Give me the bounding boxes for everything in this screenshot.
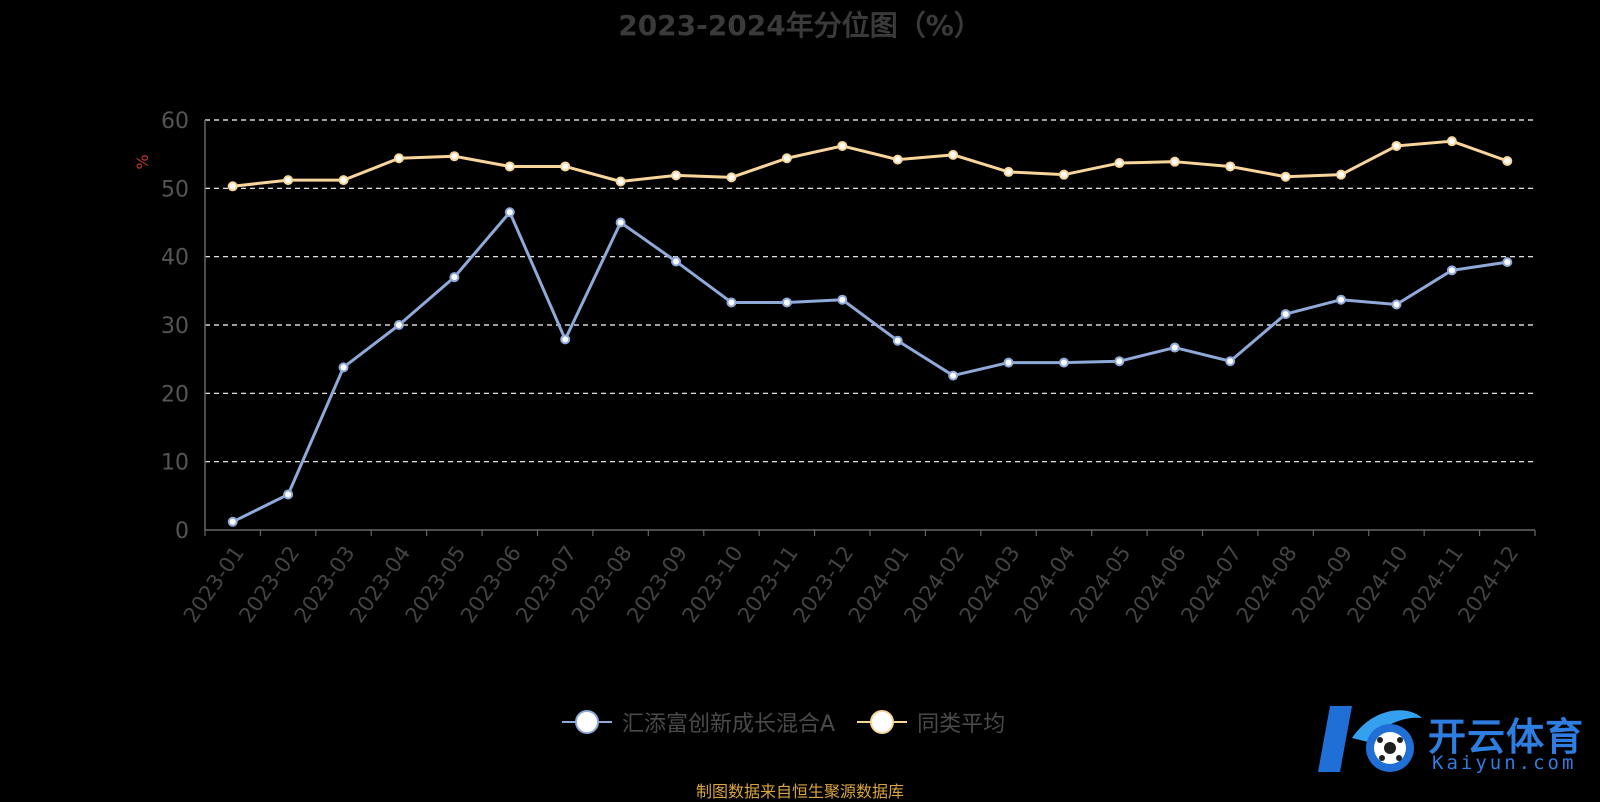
y-tick-label: 0 bbox=[175, 519, 189, 544]
series-1-point bbox=[726, 172, 737, 183]
series-0-point bbox=[1169, 342, 1180, 353]
series-0-point bbox=[393, 320, 404, 330]
series-1-point bbox=[338, 175, 349, 186]
series-0-point bbox=[1225, 356, 1236, 367]
series-0-point bbox=[338, 362, 349, 373]
series-1-point bbox=[1391, 140, 1402, 151]
series-0-point bbox=[1446, 265, 1457, 276]
series-0-point bbox=[560, 334, 571, 345]
series-line-0 bbox=[232, 210, 1508, 524]
series-1-point bbox=[671, 170, 682, 181]
series-0-point bbox=[1003, 357, 1014, 368]
series-1-point bbox=[1280, 171, 1291, 182]
series-1-point bbox=[948, 149, 959, 160]
series-1-point bbox=[560, 161, 571, 172]
watermark-brand: 开云体育 bbox=[1428, 715, 1585, 759]
legend-swatch-average bbox=[857, 710, 908, 734]
series-1-point bbox=[837, 140, 848, 151]
series-1-point bbox=[504, 161, 515, 172]
source-note: 制图数据来自恒生聚源数据库 bbox=[695, 782, 904, 801]
series-1-point bbox=[1058, 169, 1069, 180]
series-line-1 bbox=[232, 139, 1508, 188]
series-0-point bbox=[615, 217, 626, 228]
series-0-point bbox=[948, 370, 959, 381]
series-1-point bbox=[283, 175, 294, 186]
y-tick-label: 10 bbox=[161, 451, 189, 476]
series-1-point bbox=[1225, 161, 1236, 172]
series-1-point bbox=[449, 151, 460, 162]
series-0-point bbox=[671, 256, 682, 267]
y-tick-label: 40 bbox=[161, 246, 189, 271]
series-0-point bbox=[449, 272, 460, 283]
legend-label-fund: 汇添富创新成长混合A bbox=[622, 712, 836, 737]
y-axis-label: % bbox=[133, 154, 152, 169]
watermark-domain: Kaiyun.com bbox=[1432, 752, 1577, 774]
series-0-point bbox=[1280, 309, 1291, 320]
series-1-point bbox=[1446, 136, 1457, 147]
series-0-point bbox=[837, 294, 848, 305]
series-0-point bbox=[1336, 294, 1347, 305]
watermark-logo-icon bbox=[1318, 706, 1422, 772]
series-1-point bbox=[1336, 169, 1347, 180]
legend: 汇添富创新成长混合A 同类平均 bbox=[562, 706, 1027, 738]
series-1-point bbox=[892, 154, 903, 165]
series-1-point bbox=[393, 153, 404, 164]
series-0-point bbox=[1114, 356, 1125, 367]
series-0-point bbox=[781, 297, 792, 308]
series-1-point bbox=[1169, 156, 1180, 167]
series-0-point bbox=[227, 516, 238, 527]
series-1-point bbox=[1502, 156, 1513, 166]
y-tick-label: 60 bbox=[161, 109, 189, 134]
series-0-point bbox=[1058, 357, 1069, 368]
legend-label-average: 同类平均 bbox=[917, 712, 1006, 737]
series-0-point bbox=[1502, 257, 1513, 268]
series-0-point bbox=[1391, 299, 1402, 310]
series-0-point bbox=[504, 207, 515, 218]
y-tick-label: 20 bbox=[161, 382, 189, 407]
series-0-point bbox=[283, 489, 294, 500]
series-1-point bbox=[615, 176, 626, 187]
chart-title: 2023-2024年分位图（%） bbox=[618, 9, 982, 42]
y-tick-label: 30 bbox=[161, 314, 189, 339]
legend-item-average[interactable]: 同类平均 bbox=[857, 706, 1005, 738]
series-0-point bbox=[726, 297, 737, 308]
y-tick-label: 50 bbox=[161, 177, 189, 202]
series-1-point bbox=[227, 181, 238, 192]
series-0-point bbox=[892, 335, 903, 346]
series-1-point bbox=[781, 153, 792, 164]
series-1-point bbox=[1003, 166, 1014, 177]
legend-item-fund[interactable]: 汇添富创新成长混合A bbox=[562, 706, 835, 738]
series-1-point bbox=[1114, 158, 1125, 169]
legend-swatch-fund bbox=[562, 710, 612, 734]
